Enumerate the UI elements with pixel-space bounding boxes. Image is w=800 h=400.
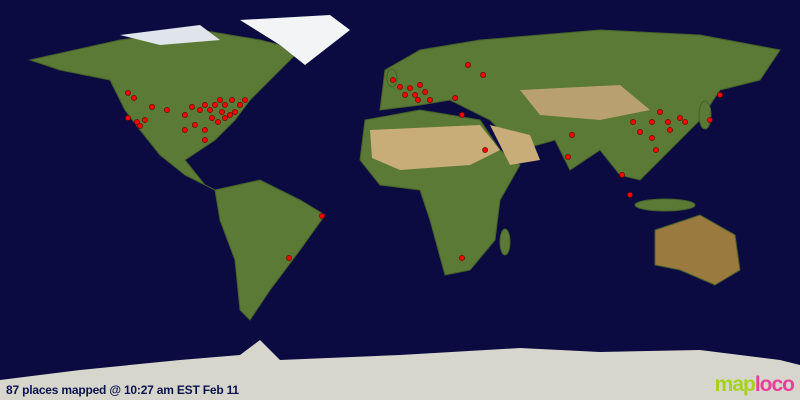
place-marker[interactable] [229,97,235,103]
place-marker[interactable] [131,95,137,101]
place-marker[interactable] [181,127,188,133]
place-marker[interactable] [237,102,243,108]
place-marker[interactable] [649,119,655,125]
place-marker[interactable] [163,107,170,113]
place-marker[interactable] [201,102,208,108]
place-marker[interactable] [227,112,233,118]
place-marker[interactable] [657,109,663,115]
place-marker[interactable] [653,147,659,153]
place-marker[interactable] [389,77,396,83]
japan [698,100,712,130]
markers [125,62,723,261]
place-marker[interactable] [215,119,221,125]
place-marker[interactable] [141,117,148,123]
place-marker[interactable] [286,255,292,261]
place-marker[interactable] [707,117,713,123]
sahara [370,125,500,170]
australia [654,214,741,286]
place-marker[interactable] [209,115,215,121]
place-marker[interactable] [191,122,198,128]
place-marker[interactable] [241,97,248,103]
place-marker[interactable] [201,137,208,143]
place-marker[interactable] [201,127,208,133]
place-marker[interactable] [630,119,636,125]
place-marker[interactable] [565,153,571,160]
place-marker[interactable] [465,62,471,68]
logo-map: map [714,373,756,396]
place-marker[interactable] [417,82,423,88]
central-asia [520,85,650,120]
place-marker[interactable] [637,129,643,135]
place-marker[interactable] [452,95,458,101]
antarctica [0,340,800,400]
madagascar [499,228,511,256]
logo-loco: loco [754,373,795,396]
place-marker[interactable] [427,97,433,103]
place-marker[interactable] [181,112,188,118]
place-marker[interactable] [407,85,413,91]
place-marker[interactable] [221,102,228,108]
place-marker[interactable] [569,131,575,138]
place-marker[interactable] [397,84,403,90]
greenland [240,15,350,65]
place-marker[interactable] [231,109,238,115]
place-marker[interactable] [665,119,671,125]
place-marker[interactable] [197,107,203,113]
place-marker[interactable] [627,191,633,198]
maploco-logo[interactable]: maploco [714,373,795,397]
place-marker[interactable] [319,213,325,219]
place-marker[interactable] [482,147,488,153]
place-marker[interactable] [402,92,408,98]
place-marker[interactable] [149,104,155,110]
place-marker[interactable] [422,89,428,95]
place-marker[interactable] [125,90,131,96]
place-marker[interactable] [459,112,465,118]
place-marker[interactable] [133,119,140,125]
place-marker[interactable] [717,92,723,98]
place-marker[interactable] [219,109,225,115]
place-marker[interactable] [415,97,421,103]
place-marker[interactable] [125,115,131,121]
south-america [214,179,326,321]
place-marker[interactable] [677,115,683,121]
arctic-ice [120,25,220,45]
place-marker[interactable] [189,104,195,110]
arabia [490,125,540,165]
place-marker[interactable] [667,127,673,133]
place-marker[interactable] [619,171,625,178]
place-marker[interactable] [217,97,223,103]
place-marker[interactable] [480,72,486,78]
places-count-caption: 87 places mapped @ 10:27 am EST Feb 11 [6,383,239,397]
place-marker[interactable] [221,115,228,121]
place-marker[interactable] [207,107,213,113]
place-marker[interactable] [682,119,688,125]
place-marker[interactable] [649,135,655,141]
place-marker[interactable] [137,123,143,129]
indonesia [634,198,696,212]
place-marker[interactable] [459,255,465,261]
place-marker[interactable] [211,102,218,108]
place-marker[interactable] [412,92,418,98]
